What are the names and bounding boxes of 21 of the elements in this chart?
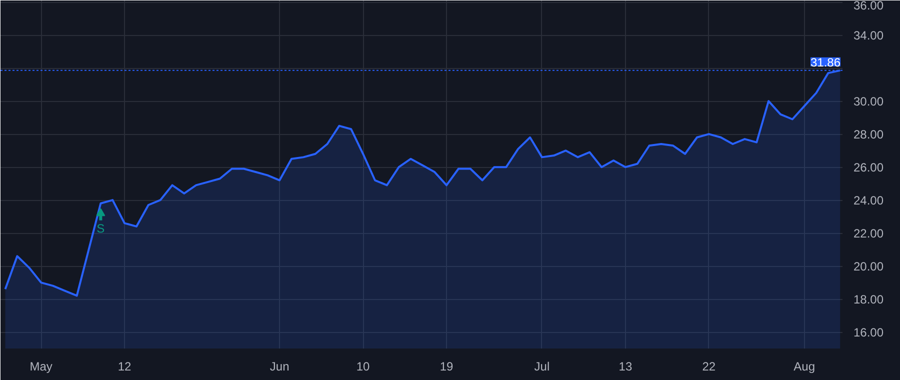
- x-tick-label: Aug: [794, 360, 816, 374]
- y-tick-label: 26.00: [854, 160, 884, 175]
- x-tick-label: Jun: [270, 360, 290, 374]
- y-tick-label: 36.00: [854, 0, 884, 12]
- y-tick-label: 24.00: [854, 194, 884, 208]
- x-tick-label: Jul: [534, 360, 550, 374]
- y-tick-label: 16.00: [854, 326, 884, 340]
- y-tick-label: 18.00: [854, 292, 884, 307]
- y-tick-label: 28.00: [854, 128, 884, 142]
- y-tick-label: 22.00: [854, 226, 884, 241]
- ref-line-label: 31.86: [810, 55, 841, 70]
- x-tick-label: 22: [702, 360, 716, 374]
- y-tick-label: 20.00: [854, 260, 884, 274]
- y-tick-label: 34.00: [854, 28, 884, 43]
- annotation: S: [96, 221, 105, 236]
- x-tick-label: 13: [618, 360, 632, 374]
- y-tick-label: 30.00: [854, 94, 884, 109]
- x-tick-label: 10: [356, 360, 370, 374]
- x-tick-label: 12: [118, 360, 132, 374]
- x-tick-label: 19: [440, 360, 454, 374]
- x-tick-label: May: [30, 360, 52, 374]
